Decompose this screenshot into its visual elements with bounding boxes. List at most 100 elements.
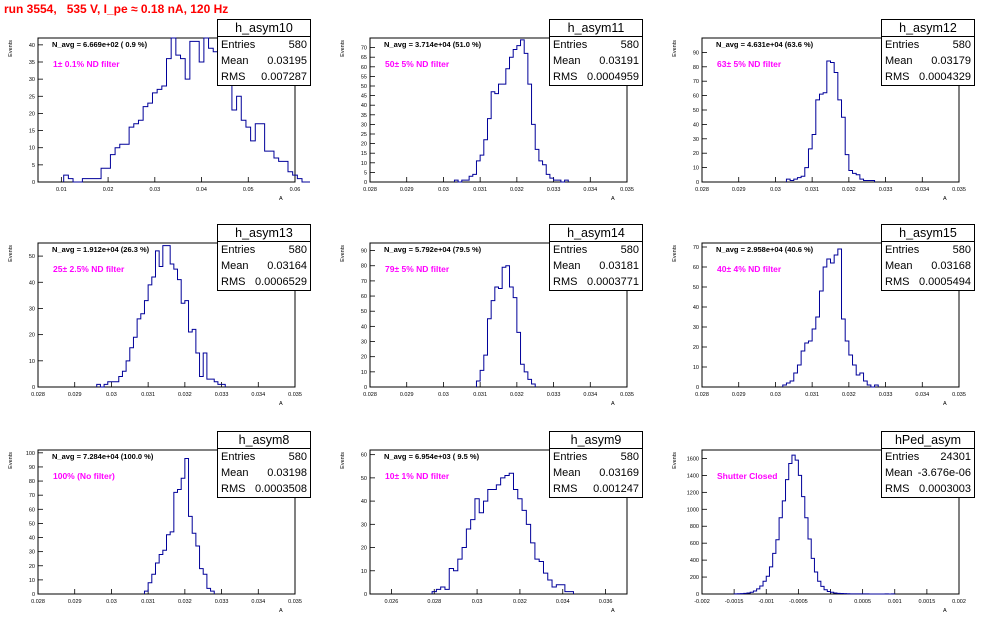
- stats-value: 0.0003508: [255, 483, 307, 495]
- histogram-panel: 0 5 10 15 20 25 30 35 40 45 50 55 60 65 70 0.028 0.029 0.…: [332, 18, 643, 208]
- x-tick-label: 0: [829, 599, 832, 605]
- stats-box-title: h_asym12: [882, 20, 974, 37]
- navg-label: N_avg = 6.954e+03 ( 9.5 %): [384, 452, 480, 461]
- stats-row-mean: Mean 0.03164: [218, 258, 310, 274]
- x-tick-label: 0.034: [583, 392, 597, 398]
- stats-label: Mean: [553, 260, 581, 272]
- filter-annotation: 25± 2.5% ND filter: [53, 264, 125, 274]
- stats-box-title: h_asym11: [550, 20, 642, 37]
- x-axis-label: A: [943, 608, 947, 614]
- x-tick-label: 0.035: [288, 599, 302, 605]
- navg-label: N_avg = 3.714e+04 (51.0 %): [384, 40, 482, 49]
- x-tick-label: 0.036: [599, 599, 613, 605]
- x-tick-label: 0.033: [879, 187, 893, 193]
- x-tick-label: 0.03: [472, 599, 483, 605]
- y-tick-label: 40: [693, 122, 699, 128]
- y-tick-label: 0: [696, 385, 699, 391]
- stats-label: Entries: [885, 39, 920, 51]
- plot-frame: [37, 242, 296, 388]
- x-tick-label: 0.028: [363, 392, 377, 398]
- x-axis-label: A: [279, 196, 283, 202]
- stats-box: hPed_asym Entries 24301 Mean -3.676e-06 RMS 0.…: [881, 431, 975, 498]
- x-tick-label: 0.031: [141, 599, 155, 605]
- x-tick-label: 0.03: [438, 392, 449, 398]
- x-tick-label: 0.031: [805, 187, 819, 193]
- y-tick-label: 10: [29, 146, 35, 152]
- stats-row-rms: RMS 0.0003771: [550, 274, 642, 290]
- y-tick-label: 70: [29, 493, 35, 499]
- y-tick-label: 0: [364, 592, 367, 598]
- stats-value: 580: [620, 39, 639, 51]
- y-tick-label: 5: [364, 170, 367, 176]
- stats-box: h_asym8 Entries 580 Mean 0.03198 RMS 0.0003508: [217, 431, 311, 498]
- stats-row-entries: Entries 580: [218, 37, 310, 53]
- stats-box-title: hPed_asym: [882, 432, 974, 449]
- stats-row-rms: RMS 0.007287: [218, 69, 310, 85]
- histogram-series: [782, 248, 879, 388]
- stats-row-rms: RMS 0.0003003: [882, 481, 974, 497]
- stats-row-mean: Mean 0.03181: [550, 258, 642, 274]
- y-tick-label: 40: [29, 280, 35, 286]
- y-tick-label: 30: [29, 550, 35, 556]
- y-tick-label: 0: [364, 385, 367, 391]
- y-axis-label: Events: [8, 452, 14, 469]
- y-tick-label: 40: [361, 324, 367, 330]
- stats-value: 580: [620, 244, 639, 256]
- y-tick-label: 50: [693, 285, 699, 291]
- y-tick-label: 50: [29, 521, 35, 527]
- stats-value: 0.0003003: [919, 483, 971, 495]
- stats-row-mean: Mean 0.03169: [550, 465, 642, 481]
- stats-label: RMS: [221, 71, 246, 83]
- x-tick-label: 0.028: [31, 392, 45, 398]
- stats-box: h_asym15 Entries 580 Mean 0.03168 RMS 0.000549…: [881, 224, 975, 291]
- y-tick-label: 25: [361, 132, 367, 138]
- histogram-series: [143, 457, 215, 594]
- stats-value: 0.0006529: [255, 276, 307, 288]
- y-tick-label: 1000: [687, 507, 699, 513]
- histogram-series: [431, 472, 574, 594]
- x-tick-label: 0.032: [842, 187, 856, 193]
- plot-frame: [369, 242, 628, 388]
- stats-box-title: h_asym14: [550, 225, 642, 242]
- x-tick-label: 0.03: [770, 392, 781, 398]
- x-tick-label: 0.033: [215, 599, 229, 605]
- x-tick-label: 0.034: [556, 599, 570, 605]
- y-tick-label: 1200: [687, 490, 699, 496]
- y-tick-label: 90: [693, 50, 699, 56]
- x-tick-label: 0.031: [805, 392, 819, 398]
- histogram-svg: 0 5 10 15 20 25 30 35 40 45 50 55 60 65 70 0.028 0.029 0.…: [340, 37, 634, 202]
- histogram-svg: 0 10 20 30 40 50 60 70 80 90 0.028 0.029 0.03 0.031 0.…: [672, 37, 966, 202]
- plot-frame: [701, 242, 960, 388]
- x-tick-label: 0.028: [363, 187, 377, 193]
- x-tick-label: 0.03: [438, 187, 449, 193]
- stats-value: 580: [620, 451, 639, 463]
- stats-value: 580: [952, 244, 971, 256]
- y-tick-label: 10: [29, 359, 35, 365]
- histogram-svg: 0 10 20 30 40 50 60 70 80 90 0.028 0.029 0.03 0.031 0.…: [340, 242, 634, 407]
- x-tick-label: 0.033: [215, 392, 229, 398]
- x-tick-label: 0.0015: [918, 599, 935, 605]
- stats-label: RMS: [553, 71, 578, 83]
- x-tick-label: 0.028: [31, 599, 45, 605]
- stats-label: RMS: [221, 276, 246, 288]
- x-tick-label: 0.032: [510, 187, 524, 193]
- y-axis-label: Events: [672, 245, 678, 262]
- histogram-series: [475, 265, 536, 387]
- y-tick-label: 0: [32, 180, 35, 186]
- y-tick-label: 15: [361, 151, 367, 157]
- x-tick-label: 0.034: [251, 599, 265, 605]
- stats-row-mean: Mean 0.03198: [218, 465, 310, 481]
- stats-label: Mean: [885, 55, 913, 67]
- y-tick-label: 30: [361, 522, 367, 528]
- navg-label: N_avg = 5.792e+04 (79.5 %): [384, 245, 482, 254]
- plot-frame: [369, 37, 628, 183]
- histogram-panel: 0 5 10 15 20 25 30 35 40 0.01 0.02 0.03 0.04 0.05 0.06…: [0, 18, 311, 208]
- x-tick-label: 0.033: [547, 392, 561, 398]
- y-tick-label: 45: [361, 94, 367, 100]
- stats-value: 0.03181: [599, 260, 639, 272]
- y-tick-label: 10: [693, 365, 699, 371]
- y-tick-label: 55: [361, 74, 367, 80]
- x-tick-label: 0.032: [178, 599, 192, 605]
- y-tick-label: 20: [693, 345, 699, 351]
- stats-box: h_asym10 Entries 580 Mean 0.03195 RMS 0.007287: [217, 19, 311, 86]
